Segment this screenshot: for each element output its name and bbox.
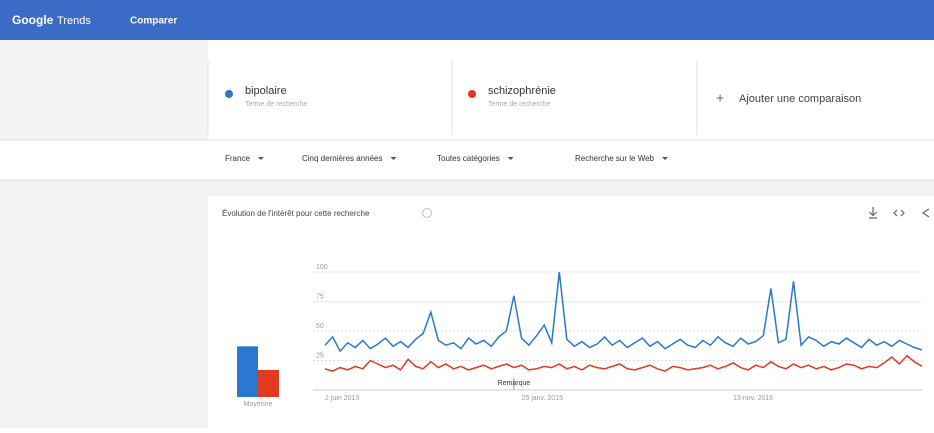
dropdown-arrow	[390, 157, 397, 160]
embed-icon[interactable]	[893, 209, 905, 217]
x-tick-label: 13 nov. 2016	[733, 395, 773, 402]
download-icon[interactable]	[869, 207, 877, 219]
left-panel	[0, 40, 208, 140]
dropdown-arrow	[662, 157, 668, 160]
average-bar	[258, 369, 279, 397]
chart-card	[208, 196, 934, 428]
series-line	[324, 354, 923, 372]
brand[interactable]: Google	[12, 13, 54, 27]
add-comparison[interactable]: Ajouter une comparaison	[739, 93, 861, 105]
average-bar	[237, 346, 258, 397]
y-tick-label: 50	[316, 323, 324, 330]
filter[interactable]: Recherche sur le Web	[575, 154, 655, 163]
y-tick-label: 25	[316, 352, 324, 359]
add-icon[interactable]: +	[716, 90, 724, 106]
dropdown-arrow	[257, 157, 264, 160]
x-tick-label: 2 juin 2013	[325, 395, 359, 402]
y-tick-label: 100	[316, 264, 328, 271]
term-name[interactable]: schizophrénie	[488, 85, 556, 97]
help-icon[interactable]	[422, 208, 432, 218]
term-dot	[225, 90, 233, 98]
nav-compare[interactable]: Comparer	[130, 16, 177, 27]
dropdown-arrow	[507, 157, 514, 160]
y-tick-label: 75	[316, 293, 324, 300]
toolbar	[869, 207, 930, 219]
filter[interactable]: France	[225, 154, 250, 163]
chart-title: Évolution de l'intérêt pour cette recher…	[222, 209, 370, 218]
average-label: Moyenne	[244, 401, 273, 408]
filter[interactable]: Toutes catégories	[437, 154, 500, 163]
x-tick-label: 25 janv. 2015	[521, 395, 563, 402]
series-line	[324, 271, 923, 353]
share-icon[interactable]	[921, 208, 930, 218]
product[interactable]: Trends	[57, 15, 91, 27]
filter[interactable]: Cinq dernières années	[302, 154, 383, 163]
term-caption: Terme de recherche	[488, 101, 550, 108]
term-dot	[468, 90, 476, 98]
term-caption: Terme de recherche	[245, 101, 307, 108]
top-bar	[0, 0, 934, 40]
note: Remarque	[498, 380, 531, 387]
term-name[interactable]: bipolaire	[245, 85, 287, 97]
